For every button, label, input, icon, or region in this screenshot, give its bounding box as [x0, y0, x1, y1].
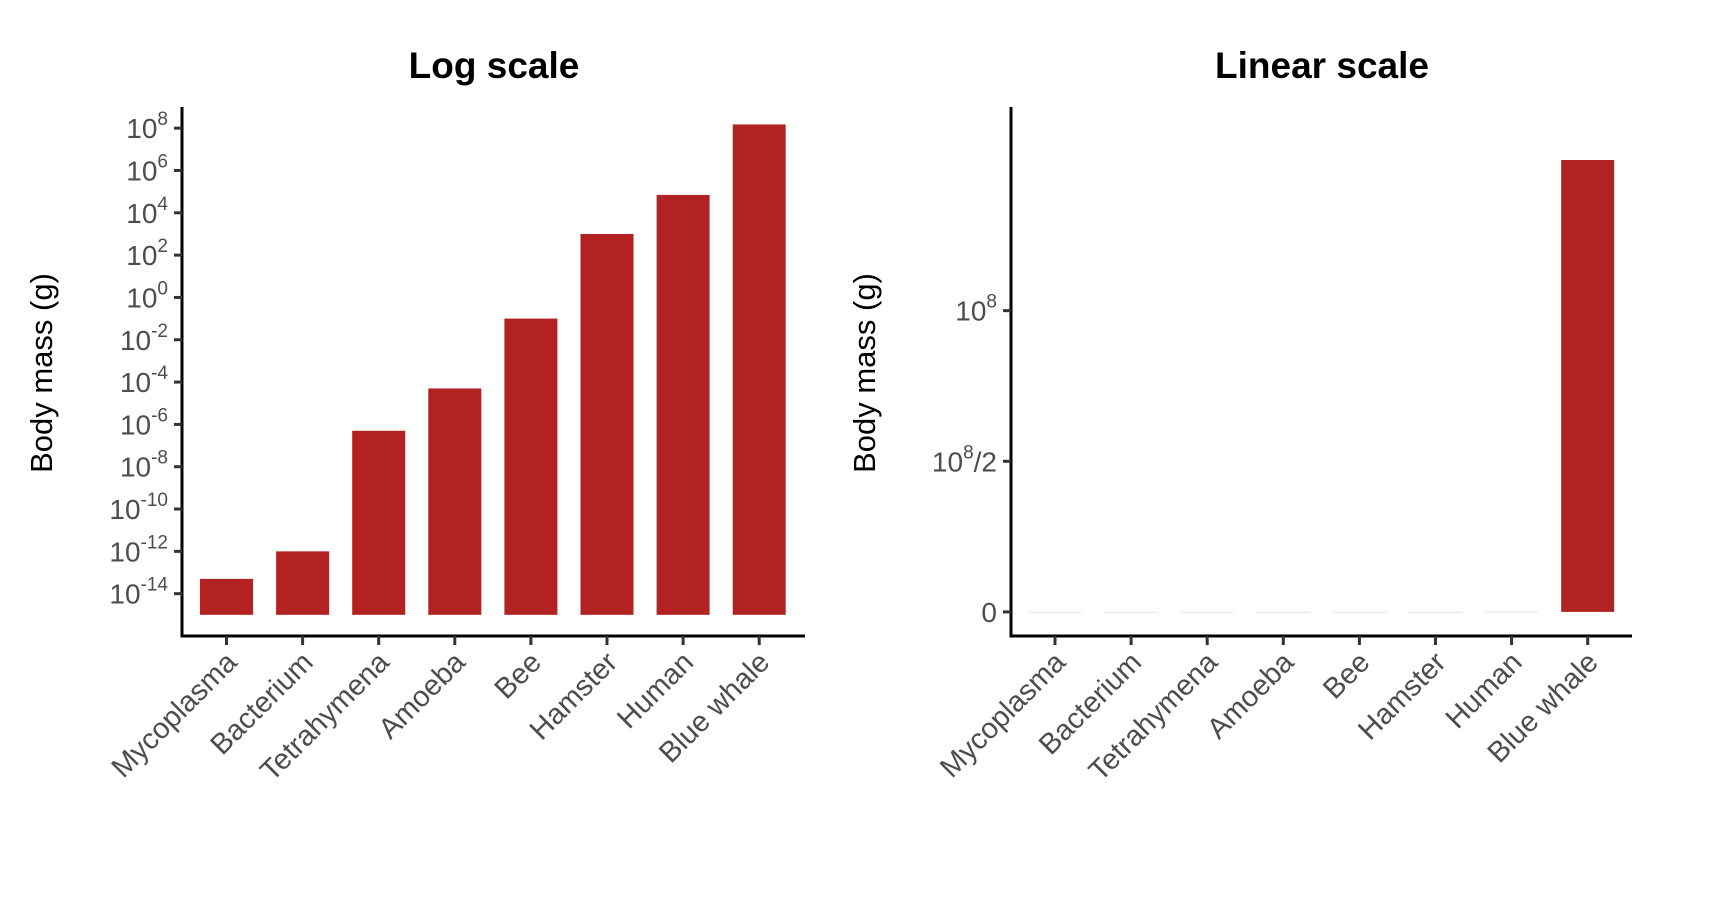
x-tick-label: Bee [489, 646, 548, 705]
y-axis-label: Body mass (g) [24, 273, 59, 473]
chart-title: Log scale [409, 45, 580, 86]
y-axis-label: Body mass (g) [847, 273, 882, 473]
bar-amoeba [1256, 611, 1310, 613]
y-tick-label: 10-8 [120, 448, 168, 483]
x-tick-label: Bee [1317, 646, 1376, 705]
axis-lines [180, 107, 805, 638]
bar-tetrahymena [1180, 611, 1234, 613]
bar-bee [1332, 611, 1386, 613]
y-tick-label: 10-4 [120, 363, 168, 398]
bar-blue-whale [1561, 160, 1615, 612]
y-tick-label: 10-2 [120, 321, 168, 356]
x-tick-label: Mycoplasma [934, 646, 1072, 784]
bar-hamster [580, 233, 634, 615]
y-tick-label: 106 [126, 151, 168, 186]
x-tick-label: Mycoplasma [106, 646, 244, 784]
bar-bacterium [276, 551, 330, 615]
x-tick-label: Amoeba [373, 646, 473, 746]
y-tick-label: 108/2 [932, 442, 997, 477]
y-tick-label: 104 [126, 194, 168, 229]
chart-title: Linear scale [1215, 45, 1429, 86]
y-tick-label: 10-12 [109, 532, 168, 567]
bar-hamster [1409, 611, 1462, 613]
panel-linear: Linear scale Body mass (g) 108 108/2 0 Mycopl… [847, 45, 1632, 788]
bar-tetrahymena [352, 430, 406, 615]
bar-amoeba [428, 388, 482, 615]
bar-human [656, 194, 710, 615]
y-tick-label: 108 [955, 292, 997, 327]
y-tick-label: 10-6 [120, 405, 168, 440]
bar-human [1485, 611, 1539, 613]
x-tick-label: Amoeba [1201, 646, 1301, 746]
y-tick-label: 100 [126, 278, 168, 313]
bar-bacterium [1104, 611, 1158, 613]
y-tick-label: 108 [126, 109, 168, 144]
panel-log10: Log scale Body mass (g) 108 106 104 102 100 10-… [24, 45, 805, 788]
y-tick-label: 10-14 [109, 575, 168, 610]
axis-lines [1009, 107, 1632, 638]
bar-mycoplasma [200, 578, 253, 615]
bar-blue-whale [732, 124, 786, 615]
bar-mycoplasma [1028, 611, 1082, 613]
y-tick-label: 0 [981, 597, 997, 628]
y-tick-label: 10-10 [109, 490, 168, 525]
y-tick-label: 102 [126, 236, 168, 271]
bar-bee [504, 318, 558, 615]
